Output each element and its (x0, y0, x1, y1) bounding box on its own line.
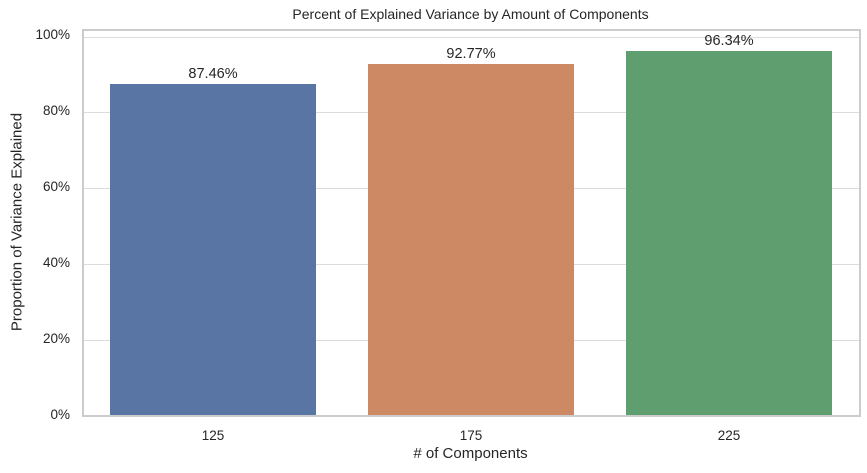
plot-area: 87.46% 92.77% 96.34% (82, 29, 861, 417)
y-tick-80: 80% (42, 103, 70, 118)
x-tick-175: 175 (459, 428, 483, 443)
y-tick-100: 100% (35, 27, 70, 42)
x-axis-label: # of Components (413, 445, 528, 462)
bar-value-label-125: 87.46% (188, 66, 238, 82)
y-tick-60: 60% (42, 179, 70, 194)
x-tick-125: 125 (201, 428, 225, 443)
y-tick-40: 40% (42, 255, 70, 270)
y-axis-label: Proportion of Variance Explained (8, 112, 26, 332)
bar-175 (368, 64, 574, 415)
chart-title: Percent of Explained Variance by Amount … (292, 6, 649, 22)
x-tick-225: 225 (717, 428, 741, 443)
bar-225 (626, 51, 832, 415)
y-tick-20: 20% (42, 331, 70, 346)
gridline-100 (84, 37, 859, 38)
bar-125 (110, 84, 316, 415)
y-tick-0: 0% (50, 407, 70, 422)
bar-value-label-175: 92.77% (446, 46, 496, 62)
bar-value-label-225: 96.34% (704, 33, 754, 49)
